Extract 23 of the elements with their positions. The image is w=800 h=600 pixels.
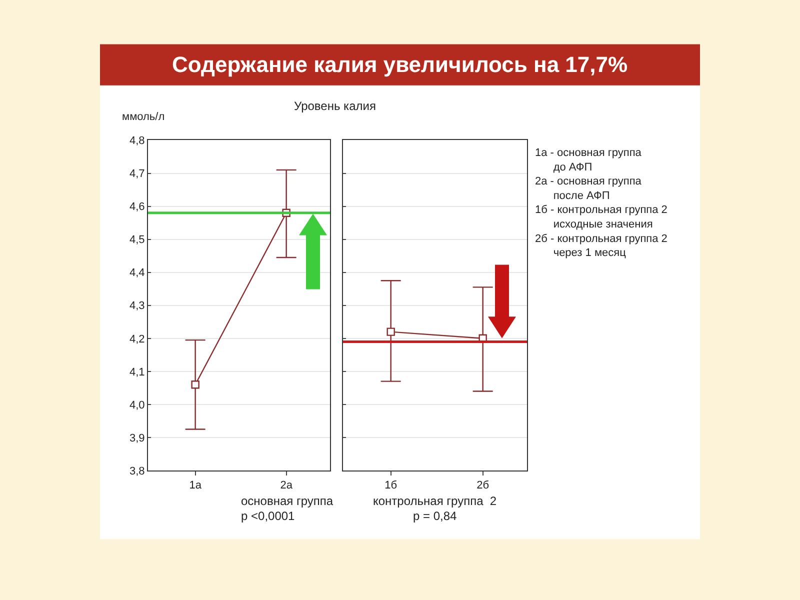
- text: 1а - основная группа до АФП 2а - основная группа после АФП 1б - контрольная группа 2 исходные значения 2б - контрольная группа 2 через 1 месяц: [535, 147, 668, 260]
- text: p = 0,84: [413, 509, 458, 523]
- y-tick-label: 4,7: [130, 168, 145, 180]
- y-tick-label: 4,0: [130, 399, 145, 412]
- text: Содержание калия увеличилось на 17,7%: [172, 52, 628, 77]
- x-tick-label: 2б: [476, 480, 490, 492]
- x-axis-title: контрольная группа 2: [373, 494, 497, 508]
- y-tick-label: 4,8: [130, 135, 145, 148]
- y-tick-label: 4,4: [130, 267, 145, 280]
- x-tick-label: 1б: [384, 480, 398, 492]
- y-tick-label: 4,5: [130, 234, 145, 246]
- x-axis-title: основная группа: [241, 494, 334, 508]
- y-tick-label: 4,1: [130, 366, 145, 378]
- y-tick-label: 3,8: [130, 465, 145, 478]
- y-tick-label: 4,6: [130, 201, 145, 214]
- x-tick-label: 2а: [280, 480, 294, 492]
- y-axis-title: ммоль/л: [122, 111, 165, 123]
- chart-subtitle: Уровень калия: [294, 99, 376, 113]
- y-tick-label: 4,2: [130, 333, 145, 346]
- text: p <0,0001: [241, 509, 296, 523]
- x-tick-label: 1а: [189, 480, 202, 492]
- y-tick-label: 4,3: [130, 300, 145, 312]
- y-tick-label: 3,9: [130, 432, 145, 444]
